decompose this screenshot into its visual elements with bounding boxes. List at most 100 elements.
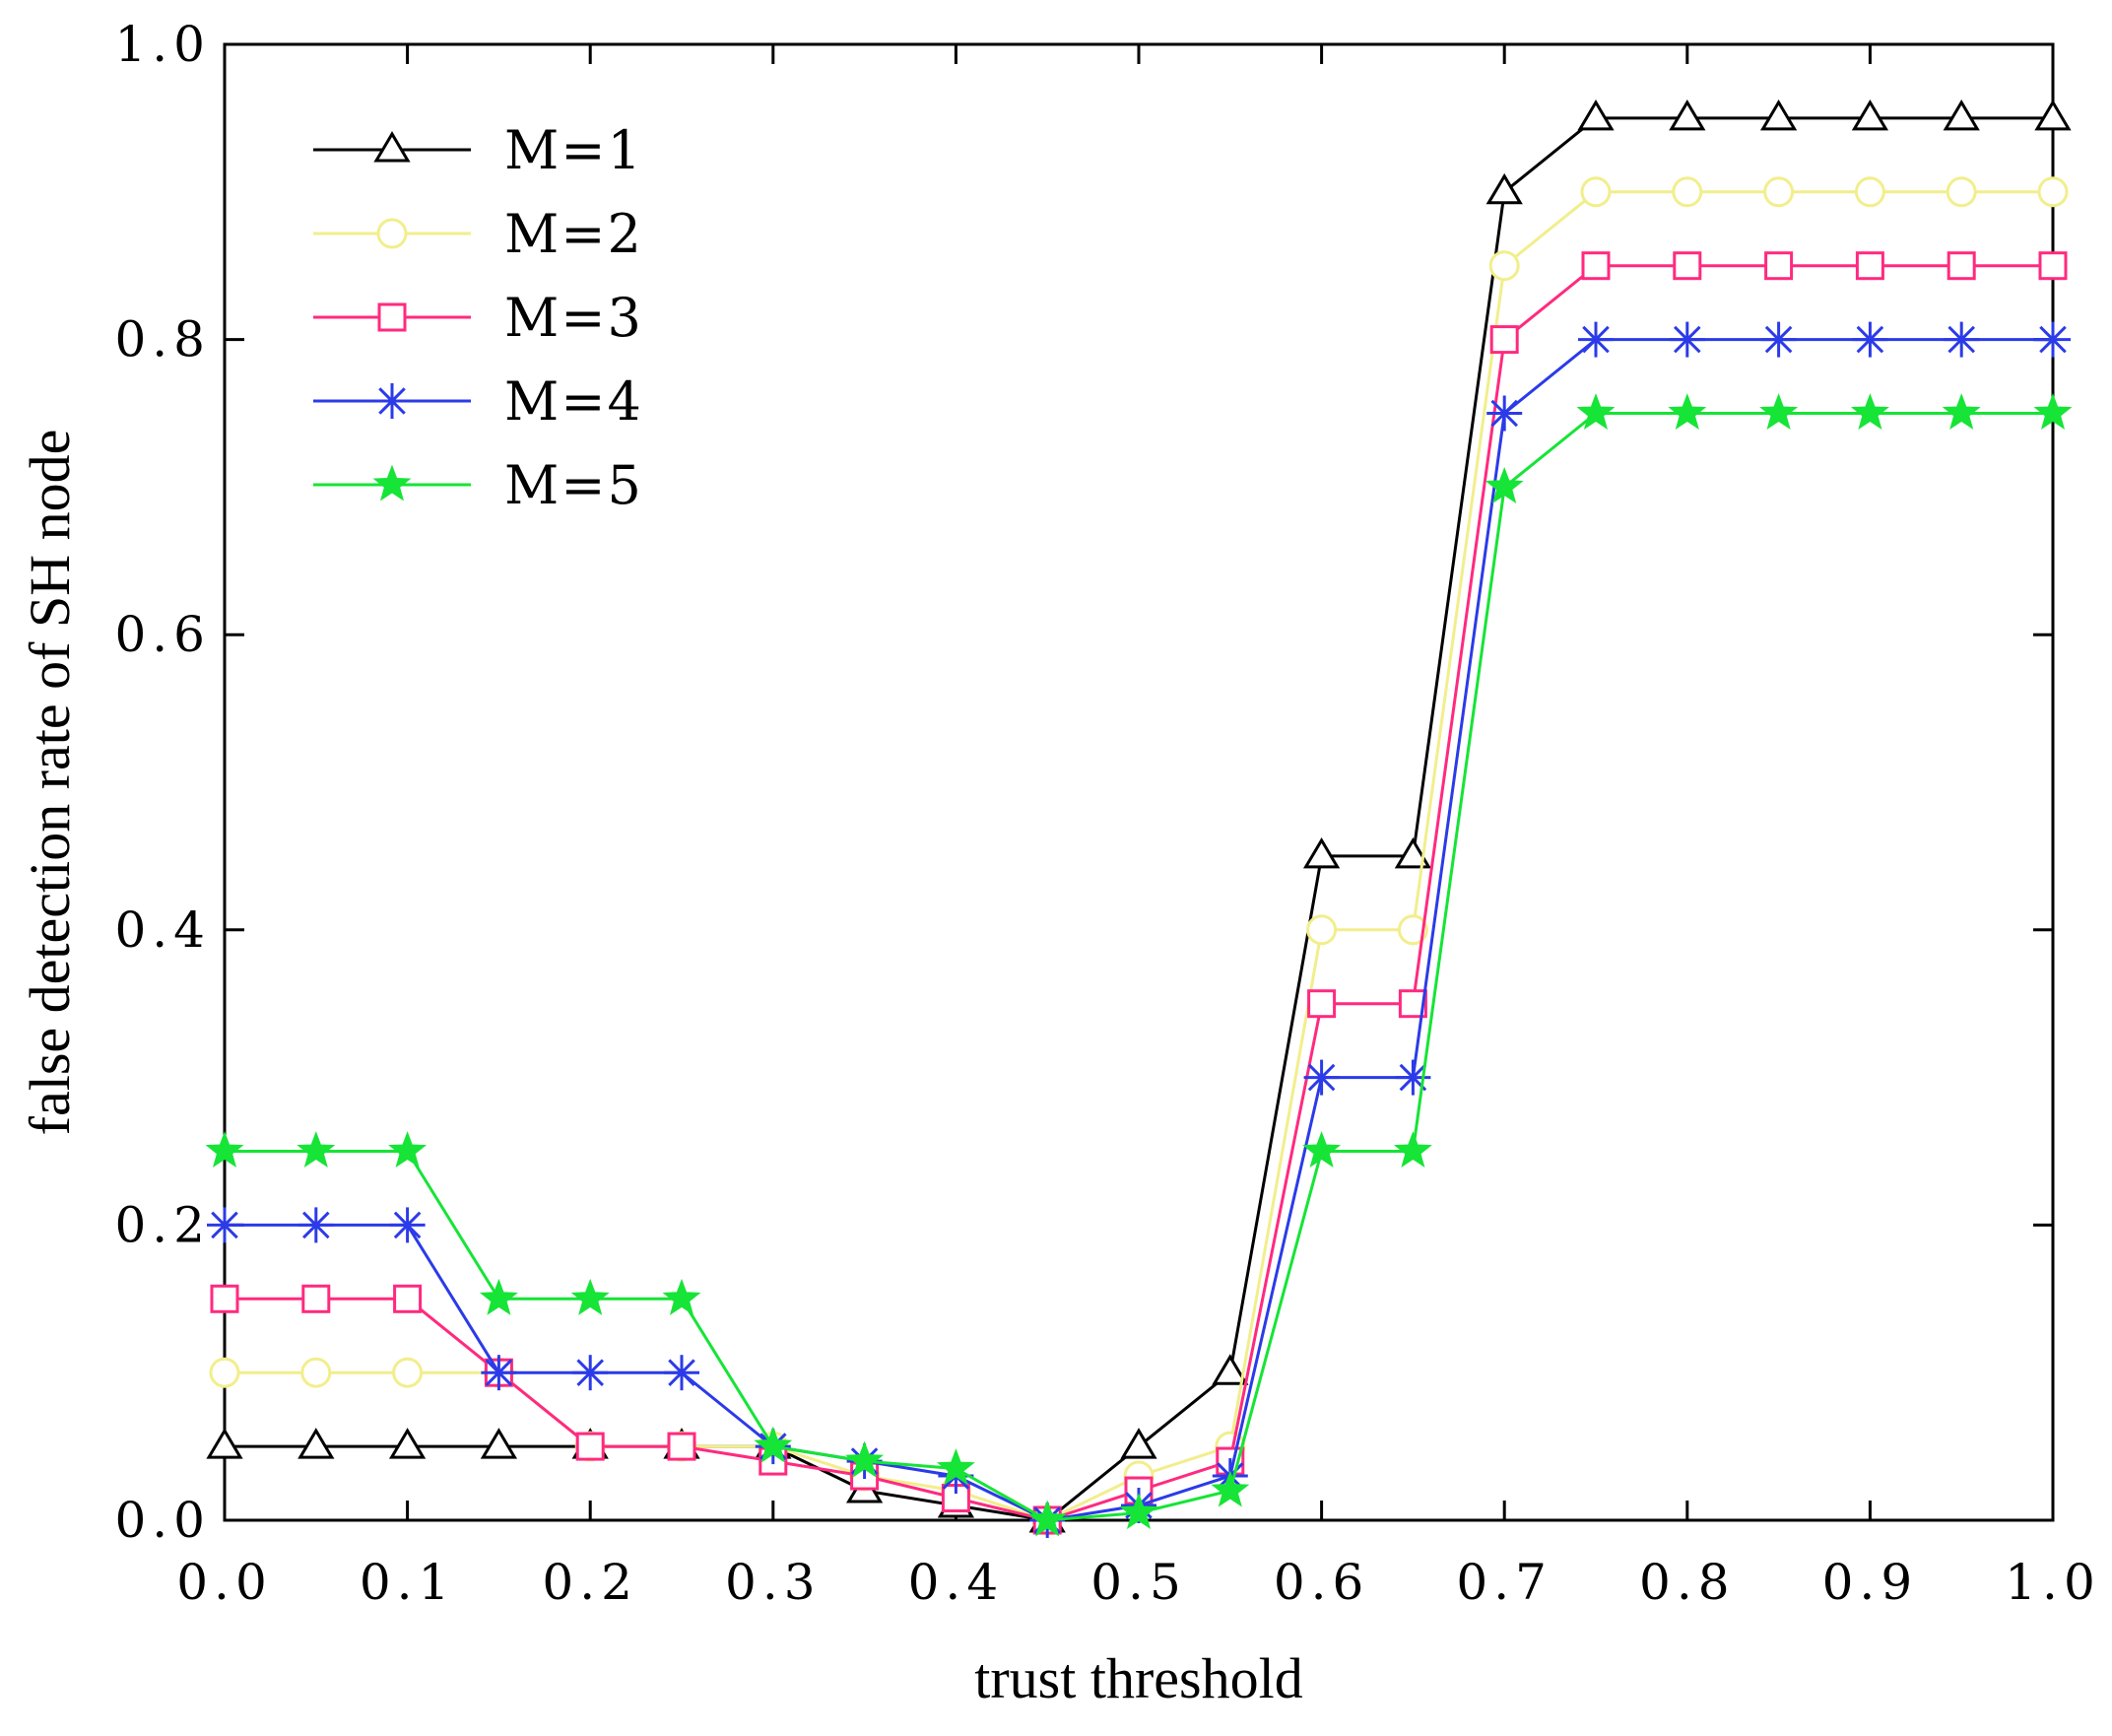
- data-point: [2037, 176, 2069, 208]
- data-point: [1947, 251, 1976, 281]
- data-point: [1759, 99, 1798, 131]
- legend-label: M=4: [504, 370, 643, 433]
- y-tick-label: 0.2: [114, 1196, 211, 1253]
- data-point: [1942, 393, 1981, 431]
- data-point: [1577, 99, 1615, 131]
- legend-label: M=1: [504, 119, 643, 181]
- data-point: [570, 1278, 610, 1315]
- data-point: [1489, 325, 1519, 355]
- x-tick-label: 0.1: [360, 1554, 456, 1611]
- series-1: [206, 99, 2072, 1533]
- data-point: [205, 1131, 244, 1168]
- data-point: [1302, 836, 1341, 869]
- data-point: [210, 1284, 239, 1313]
- legend-marker: [377, 302, 407, 332]
- data-point: [1581, 251, 1611, 281]
- data-point: [936, 1448, 975, 1486]
- data-point: [1946, 176, 1977, 208]
- data-point: [2033, 393, 2073, 431]
- data-point: [662, 1278, 701, 1315]
- data-point: [1302, 1131, 1342, 1168]
- data-point: [1943, 99, 1980, 131]
- series-line: [225, 412, 2053, 1522]
- data-point: [2035, 321, 2071, 358]
- data-point: [392, 1357, 424, 1388]
- data-point: [1668, 393, 1707, 431]
- y-tick-label: 0.4: [114, 901, 211, 959]
- data-point: [393, 1284, 423, 1313]
- data-point: [206, 1428, 243, 1459]
- legend-marker: [374, 383, 410, 419]
- legend-marker: [376, 218, 408, 249]
- legend-label: M=5: [504, 454, 643, 516]
- data-point: [754, 1426, 793, 1463]
- data-point: [301, 1284, 331, 1313]
- data-point: [1397, 914, 1428, 946]
- data-point: [389, 1207, 426, 1243]
- data-point: [1764, 251, 1794, 281]
- data-point: [388, 1428, 427, 1459]
- data-point: [1211, 1470, 1250, 1507]
- series-line: [225, 338, 2053, 1522]
- x-tick-label: 1.0: [2005, 1554, 2101, 1611]
- series-line: [225, 264, 2053, 1522]
- data-point: [1580, 176, 1612, 208]
- y-tick-label: 0.0: [114, 1492, 211, 1549]
- legend-label: M=3: [504, 287, 643, 349]
- x-tick-label: 0.6: [1274, 1554, 1370, 1611]
- data-point: [300, 1357, 332, 1388]
- data-point: [1673, 251, 1702, 281]
- series-5: [205, 393, 2073, 1537]
- data-point: [1672, 176, 1703, 208]
- data-point: [1488, 250, 1520, 282]
- x-tick-label: 0.3: [725, 1554, 822, 1611]
- series-line: [225, 190, 2053, 1522]
- data-point: [1578, 321, 1614, 358]
- data-point: [572, 1355, 609, 1391]
- data-point: [1303, 1059, 1340, 1096]
- data-point: [1852, 321, 1888, 358]
- data-point: [1486, 395, 1523, 432]
- legend-entry: M=5: [313, 454, 643, 516]
- data-point: [1027, 1500, 1067, 1537]
- axis-tick-labels: 0.0 0.1 0.2 0.3 0.4 0.5 0.6 0.7 0.8 0.9 1.0 0.0 0.2 0…: [114, 16, 2101, 1611]
- data-point: [1485, 466, 1524, 503]
- data-point: [297, 1131, 336, 1168]
- data-point: [297, 1207, 334, 1243]
- x-tick-label: 0.2: [542, 1554, 638, 1611]
- x-axis-label: trust threshold: [974, 1646, 1302, 1710]
- data-point: [2038, 251, 2068, 281]
- series-2: [209, 176, 2069, 1536]
- y-tick-label: 0.6: [114, 606, 211, 663]
- x-tick-label: 0.9: [1822, 1554, 1919, 1611]
- series-group: [205, 99, 2073, 1538]
- data-point: [1850, 393, 1889, 431]
- legend-marker: [373, 131, 411, 163]
- data-point: [2034, 99, 2072, 131]
- legend-entry: M=3: [313, 287, 643, 349]
- data-point: [1307, 989, 1337, 1019]
- x-tick-label: 0.4: [908, 1554, 1005, 1611]
- legend-entry: M=1: [313, 119, 643, 181]
- data-point: [1120, 1428, 1157, 1459]
- data-point: [480, 1428, 518, 1459]
- data-point: [1760, 321, 1797, 358]
- data-point: [479, 1278, 518, 1315]
- data-point: [209, 1357, 240, 1388]
- data-point: [1855, 251, 1884, 281]
- series-4: [207, 321, 2071, 1538]
- y-tick-label: 1.0: [114, 16, 211, 73]
- series-3: [210, 251, 2068, 1535]
- legend-entry: M=4: [313, 370, 643, 433]
- data-point: [941, 1484, 970, 1513]
- data-point: [207, 1207, 242, 1243]
- legend: M=1 M=2 M=3 M=4 M=5: [313, 119, 643, 516]
- y-tick-label: 0.8: [114, 311, 211, 368]
- data-point: [1759, 393, 1799, 431]
- legend-label: M=2: [504, 203, 643, 265]
- data-point: [1854, 176, 1885, 208]
- x-tick-label: 0.8: [1639, 1554, 1736, 1611]
- data-point: [1763, 176, 1795, 208]
- x-tick-label: 0.5: [1090, 1554, 1187, 1611]
- legend-marker: [372, 464, 412, 501]
